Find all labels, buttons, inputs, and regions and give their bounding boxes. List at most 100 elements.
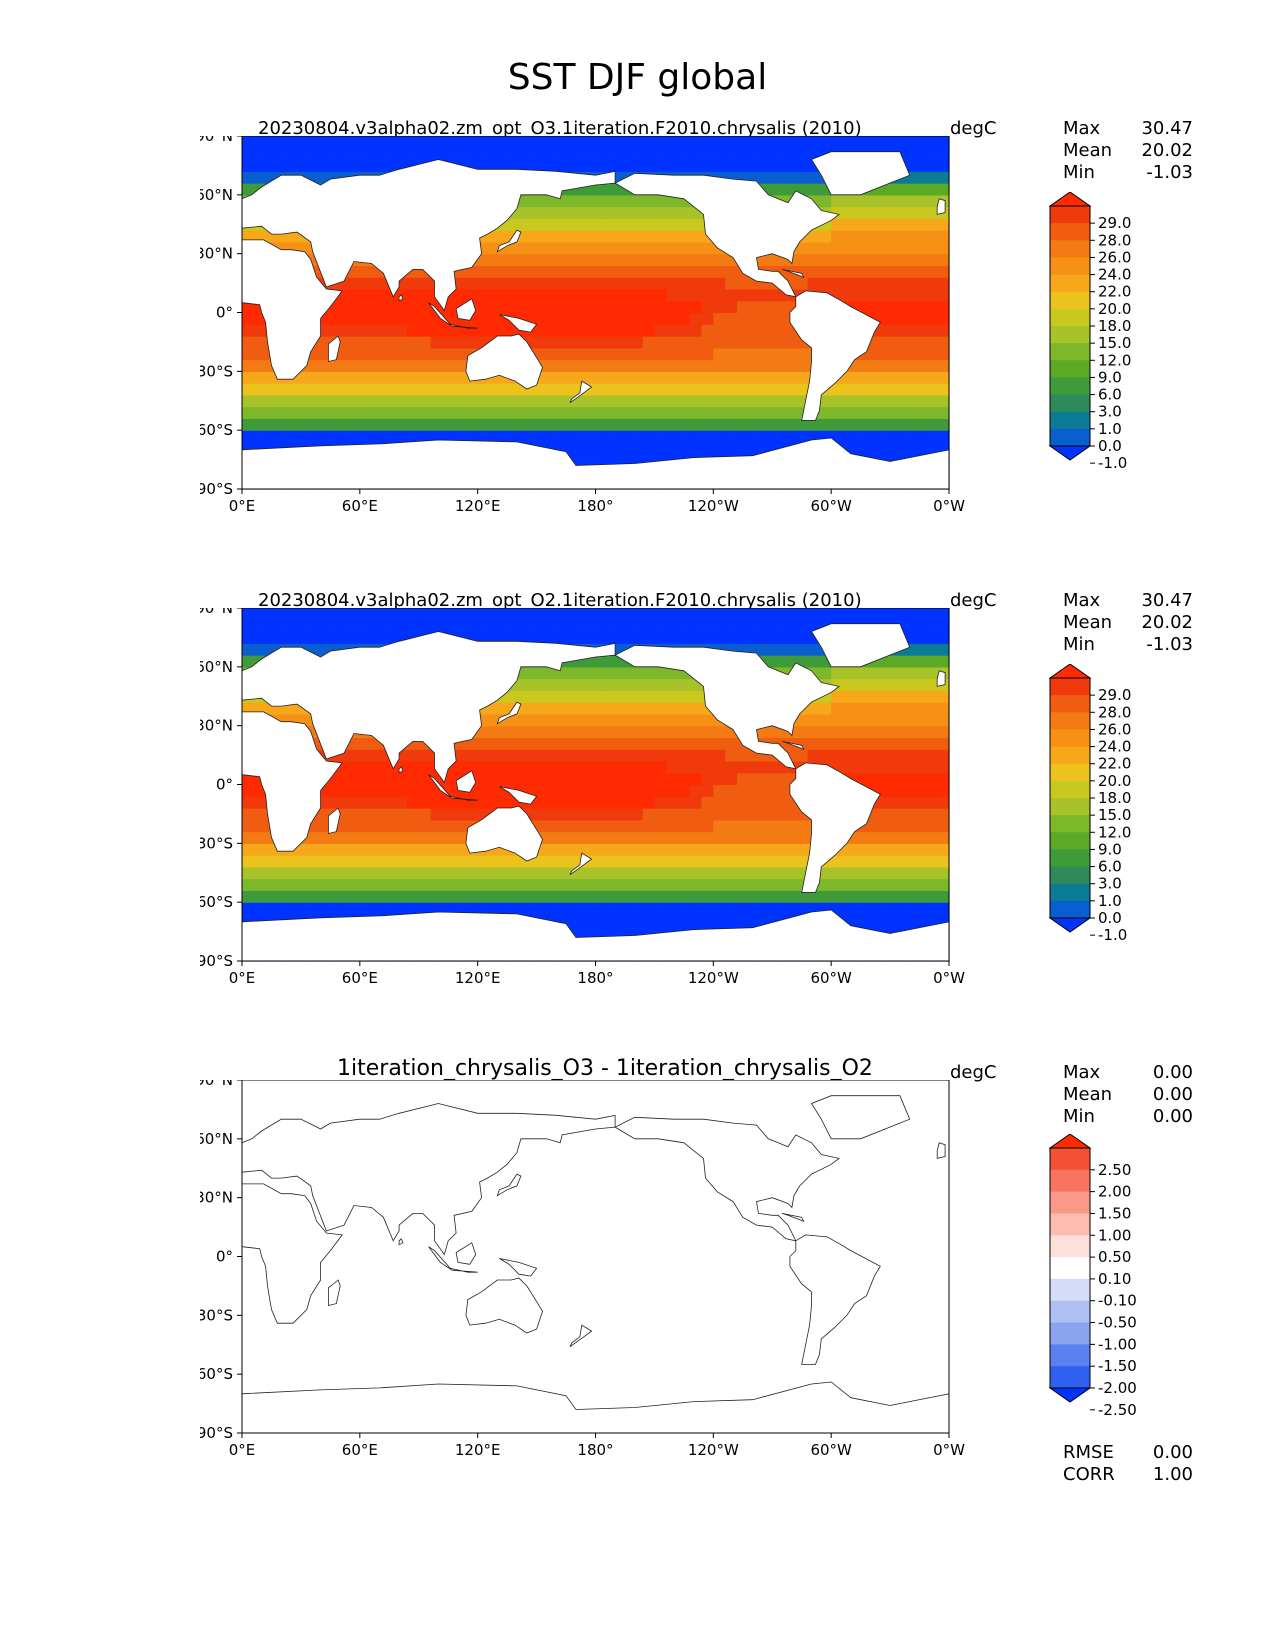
sst-cell <box>607 690 620 703</box>
sst-cell <box>607 702 620 715</box>
sst-cell <box>666 430 679 443</box>
sst-cell <box>772 819 785 833</box>
coastline <box>327 1279 341 1307</box>
sst-cell <box>395 383 408 396</box>
sst-cell <box>595 159 608 172</box>
sst-cell <box>548 772 561 786</box>
sst-cell <box>560 347 573 361</box>
sst-cell <box>371 300 384 314</box>
sst-cell <box>395 831 408 844</box>
sst-cell <box>371 312 384 325</box>
sst-cell <box>760 608 773 621</box>
sst-cell <box>418 418 432 431</box>
sst-cell <box>630 796 644 809</box>
sst-cell <box>571 336 585 349</box>
sst-cell <box>536 760 549 774</box>
sst-cell <box>501 430 514 443</box>
sst-cell <box>524 890 538 903</box>
sst-cell <box>807 713 820 727</box>
sst-cell <box>418 359 432 372</box>
sst-cell <box>583 843 597 856</box>
sst-cell <box>713 819 726 833</box>
sst-cell <box>477 394 491 408</box>
sst-cell <box>713 288 726 302</box>
sst-cell <box>701 324 714 337</box>
stat-value: -1.03 <box>1146 634 1193 655</box>
sst-cell <box>583 878 597 891</box>
sst-cell <box>430 608 443 621</box>
map-plot: 90°N60°N30°N0°30°S60°S90°S0°E60°E120°E18… <box>200 1080 965 1459</box>
sst-cell <box>489 796 502 809</box>
sst-cell <box>913 441 927 455</box>
sst-cell <box>571 136 585 149</box>
sst-cell <box>454 288 467 302</box>
sst-cell <box>725 371 738 384</box>
sst-cell <box>548 796 561 809</box>
sst-cell <box>748 288 762 302</box>
sst-cell <box>336 300 349 314</box>
sst-cell <box>701 136 714 149</box>
sst-cell <box>536 749 549 762</box>
sst-cell <box>571 831 585 844</box>
sst-cell <box>890 796 903 809</box>
sst-cell <box>406 819 420 833</box>
sst-cell <box>925 796 938 809</box>
sst-cell <box>277 147 290 161</box>
sst-cell <box>607 277 620 290</box>
sst-cell <box>748 913 762 927</box>
sst-cell <box>760 866 773 880</box>
sst-cell <box>536 230 549 243</box>
sst-cell <box>689 631 703 644</box>
sst-cell <box>713 336 726 349</box>
sst-cell <box>901 772 915 786</box>
sst-cell <box>937 831 950 844</box>
stat-label: Min <box>1063 634 1095 655</box>
sst-cell <box>736 631 750 644</box>
sst-cell <box>842 277 856 290</box>
sst-cell <box>725 608 738 621</box>
sst-cell <box>454 277 467 290</box>
sst-cell <box>713 253 726 267</box>
sst-cell <box>359 136 373 149</box>
sst-cell <box>677 336 691 349</box>
sst-cell <box>312 383 326 396</box>
colorbar-segment <box>1050 274 1090 293</box>
sst-cell <box>571 371 585 384</box>
sst-cell <box>725 336 738 349</box>
sst-cell <box>395 608 408 621</box>
sst-cell <box>760 430 773 443</box>
sst-cell <box>866 288 879 302</box>
colorbar-segment <box>1050 428 1090 447</box>
sst-cell <box>736 406 750 419</box>
sst-cell <box>677 359 691 372</box>
sst-cell <box>654 159 667 172</box>
sst-cell <box>560 300 573 314</box>
sst-cell <box>371 855 384 868</box>
sst-cell <box>312 394 326 408</box>
sst-cell <box>619 194 632 208</box>
sst-cell <box>395 855 408 868</box>
sst-cell <box>795 347 809 361</box>
sst-cell <box>536 866 549 880</box>
sst-cell <box>854 725 868 739</box>
sst-cell <box>677 277 691 290</box>
sst-cell <box>937 784 950 797</box>
sst-cell <box>937 655 950 668</box>
sst-cell <box>713 913 726 927</box>
colorbar-tick-label: 3.0 <box>1098 875 1122 893</box>
sst-cell <box>784 902 797 915</box>
sst-cell <box>371 784 384 797</box>
sst-cell <box>277 159 290 172</box>
sst-cell <box>442 808 455 821</box>
sst-cell <box>677 702 691 715</box>
sst-cell <box>595 772 608 786</box>
sst-cell <box>524 749 538 762</box>
sst-cell <box>513 772 526 786</box>
sst-cell <box>913 666 927 680</box>
sst-cell <box>607 608 620 621</box>
sst-cell <box>937 760 950 774</box>
sst-cell <box>901 725 915 739</box>
sst-cell <box>607 288 620 302</box>
sst-cell <box>760 619 773 633</box>
sst-cell <box>548 359 561 372</box>
